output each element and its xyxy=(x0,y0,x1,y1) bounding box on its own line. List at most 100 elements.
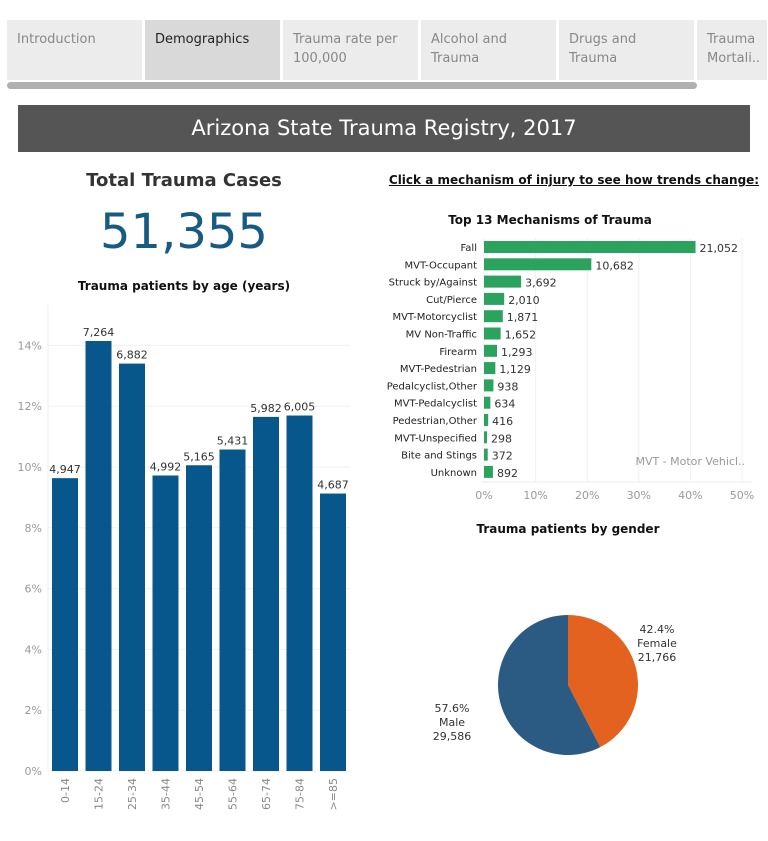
mech-bar-label: 416 xyxy=(492,415,513,428)
mech-bar-label: 1,129 xyxy=(499,363,531,376)
pie-label-female: Female xyxy=(637,637,677,650)
mech-bar-label: 1,871 xyxy=(507,311,539,324)
mech-annotation: MVT - Motor Vehicl.. xyxy=(635,455,745,468)
tab-introduction[interactable]: Introduction xyxy=(7,20,142,80)
mech-category-label[interactable]: MVT-Occupant xyxy=(405,260,478,271)
mech-bar-label: 634 xyxy=(494,398,515,411)
age-bar-label: 5,431 xyxy=(217,435,249,448)
mech-bar-label: 938 xyxy=(497,380,518,393)
age-x-tick: 75-84 xyxy=(294,778,307,810)
age-bar[interactable] xyxy=(52,478,78,771)
instruction-text: Click a mechanism of injury to see how t… xyxy=(388,173,760,187)
mech-x-tick: 20% xyxy=(575,489,599,502)
mech-bar[interactable] xyxy=(484,344,497,357)
mech-bar[interactable] xyxy=(484,414,489,426)
age-y-tick: 8% xyxy=(25,522,42,535)
mech-category-label[interactable]: Pedalcyclist,Other xyxy=(387,381,478,392)
mech-bar[interactable] xyxy=(484,327,501,340)
mech-bar[interactable] xyxy=(484,465,493,478)
age-x-tick: 25-34 xyxy=(126,778,139,810)
age-bar-label: 6,882 xyxy=(116,349,148,362)
age-bar[interactable] xyxy=(152,475,179,771)
mech-bar[interactable] xyxy=(484,396,491,409)
age-bar-label: 4,687 xyxy=(317,479,349,492)
mech-category-label[interactable]: MVT-Pedalcyclist xyxy=(394,399,477,410)
age-bar-label: 5,982 xyxy=(250,402,282,415)
mech-category-label[interactable]: MVT-Pedestrian xyxy=(400,364,477,375)
page-title: Arizona State Trauma Registry, 2017 xyxy=(18,105,750,152)
age-bar[interactable] xyxy=(186,465,212,771)
mech-category-label[interactable]: Pedestrian,Other xyxy=(393,416,478,427)
mech-bar-label: 372 xyxy=(492,450,513,463)
age-bar-label: 4,947 xyxy=(49,463,81,476)
mech-x-tick: 50% xyxy=(730,489,754,502)
age-y-tick: 2% xyxy=(25,704,42,717)
age-y-tick: 4% xyxy=(25,643,42,656)
pie-label-female: 42.4% xyxy=(640,623,675,636)
age-x-tick: >=85 xyxy=(327,778,340,810)
mech-bar[interactable] xyxy=(484,241,696,253)
mech-x-tick: 30% xyxy=(627,489,651,502)
age-x-tick: 15-24 xyxy=(93,778,106,810)
mech-category-label[interactable]: Fall xyxy=(460,243,477,254)
age-bar[interactable] xyxy=(253,416,279,771)
mech-bar[interactable] xyxy=(484,292,505,305)
tab-trauma-rate[interactable]: Trauma rate per 100,000 xyxy=(283,20,418,80)
mech-category-label[interactable]: Struck by/Against xyxy=(389,278,477,289)
pie-label-male: 29,586 xyxy=(433,730,472,743)
pie-label-female: 21,766 xyxy=(638,651,677,664)
tabs-scrollbar[interactable] xyxy=(7,82,697,89)
age-bar-label: 4,992 xyxy=(150,460,182,473)
mech-bar[interactable] xyxy=(484,362,496,375)
tab-demographics[interactable]: Demographics xyxy=(145,20,280,80)
mech-bar[interactable] xyxy=(484,448,488,461)
mech-bar-label: 1,293 xyxy=(501,346,533,359)
pie-label-male: 57.6% xyxy=(435,702,470,715)
age-bar[interactable] xyxy=(286,415,313,771)
mech-category-label[interactable]: MVT-Unspecified xyxy=(394,433,477,444)
tab-alcohol[interactable]: Alcohol and Trauma xyxy=(421,20,556,80)
age-bar[interactable] xyxy=(119,363,145,771)
age-bar-label: 5,165 xyxy=(183,450,215,463)
age-y-tick: 14% xyxy=(18,339,42,352)
age-bar[interactable] xyxy=(320,493,346,771)
mech-category-label[interactable]: MV Non-Traffic xyxy=(406,330,477,341)
tab-mortality[interactable]: Trauma Mortali.. xyxy=(697,20,767,80)
mech-bar[interactable] xyxy=(484,379,494,392)
total-value: 51,355 xyxy=(100,204,268,260)
age-x-tick: 0-14 xyxy=(59,778,72,803)
mech-bar-label: 10,682 xyxy=(595,259,634,272)
mech-category-label[interactable]: Bite and Stings xyxy=(401,451,477,462)
age-chart-title: Trauma patients by age (years) xyxy=(77,279,291,293)
age-y-tick: 10% xyxy=(18,461,42,474)
age-y-tick: 12% xyxy=(18,400,42,413)
mech-category-label[interactable]: Cut/Pierce xyxy=(426,295,477,306)
age-x-tick: 35-44 xyxy=(160,778,173,810)
pie-slice-female[interactable] xyxy=(568,615,638,748)
tab-bar: Introduction Demographics Trauma rate pe… xyxy=(7,20,767,80)
mech-bar[interactable] xyxy=(484,275,522,288)
mech-category-label[interactable]: MVT-Motorcyclist xyxy=(392,312,477,323)
mech-x-tick: 10% xyxy=(523,489,547,502)
mech-bar-label: 21,052 xyxy=(700,242,739,255)
mech-category-label[interactable]: Firearm xyxy=(439,347,477,358)
mech-bar[interactable] xyxy=(484,310,503,323)
mech-x-tick: 0% xyxy=(475,489,492,502)
gender-chart-title: Trauma patients by gender xyxy=(476,522,660,536)
pie-slice-male[interactable] xyxy=(497,615,601,755)
tab-drugs[interactable]: Drugs and Trauma xyxy=(559,20,694,80)
mech-bar-label: 2,010 xyxy=(508,294,540,307)
age-y-tick: 0% xyxy=(25,765,42,778)
mech-bar-label: 892 xyxy=(497,467,518,480)
mech-bar[interactable] xyxy=(484,258,592,271)
age-x-tick: 65-74 xyxy=(260,778,273,810)
mechanism-chart-title: Top 13 Mechanisms of Trauma xyxy=(448,213,652,227)
age-bar[interactable] xyxy=(219,449,246,771)
age-x-tick: 45-54 xyxy=(193,778,206,810)
mech-category-label[interactable]: Unknown xyxy=(431,468,477,479)
age-bar[interactable] xyxy=(85,341,112,771)
mech-bar[interactable] xyxy=(484,431,487,444)
age-y-tick: 6% xyxy=(25,583,42,596)
mech-bar-label: 298 xyxy=(491,432,512,445)
